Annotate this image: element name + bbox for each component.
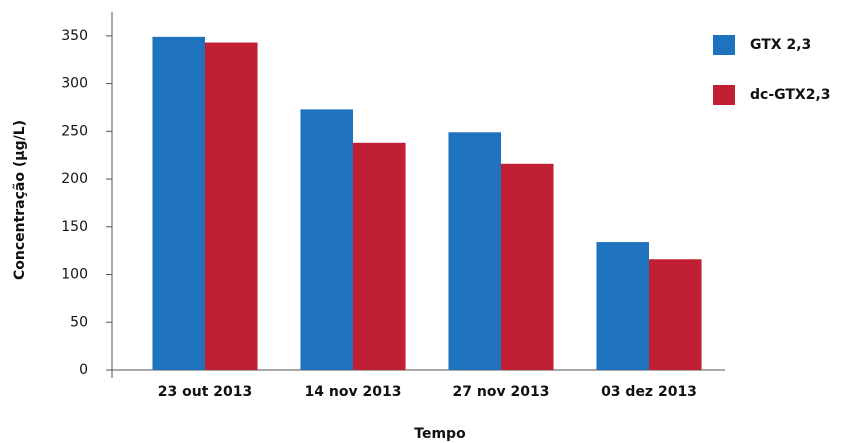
bar (353, 142, 406, 370)
y-axis-label: Concentração (µg/L) (12, 120, 28, 280)
bar (152, 36, 205, 370)
legend-label: GTX 2,3 (750, 37, 811, 53)
x-tick-label: 03 dez 2013 (601, 384, 697, 400)
y-tick-label: 350 (61, 28, 88, 44)
legend-label: dc-GTX2,3 (750, 87, 831, 103)
x-tick-label: 27 nov 2013 (453, 384, 550, 400)
legend-swatch (713, 85, 735, 105)
y-tick-label: 200 (61, 171, 88, 187)
y-tick-label: 100 (61, 267, 88, 283)
y-tick-label: 50 (70, 314, 88, 330)
bar (501, 163, 554, 370)
x-axis-label: Tempo (414, 426, 466, 442)
x-tick-label: 14 nov 2013 (305, 384, 402, 400)
bar (448, 132, 501, 370)
bar (596, 242, 649, 370)
bar (205, 42, 258, 371)
x-tick-label: 23 out 2013 (158, 384, 252, 400)
legend-swatch (713, 35, 735, 55)
bar (300, 109, 353, 370)
y-tick-label: 250 (61, 123, 88, 139)
y-tick-label: 150 (61, 219, 88, 235)
y-tick-label: 0 (79, 362, 88, 378)
bar (649, 259, 702, 370)
y-tick-label: 300 (61, 76, 88, 92)
